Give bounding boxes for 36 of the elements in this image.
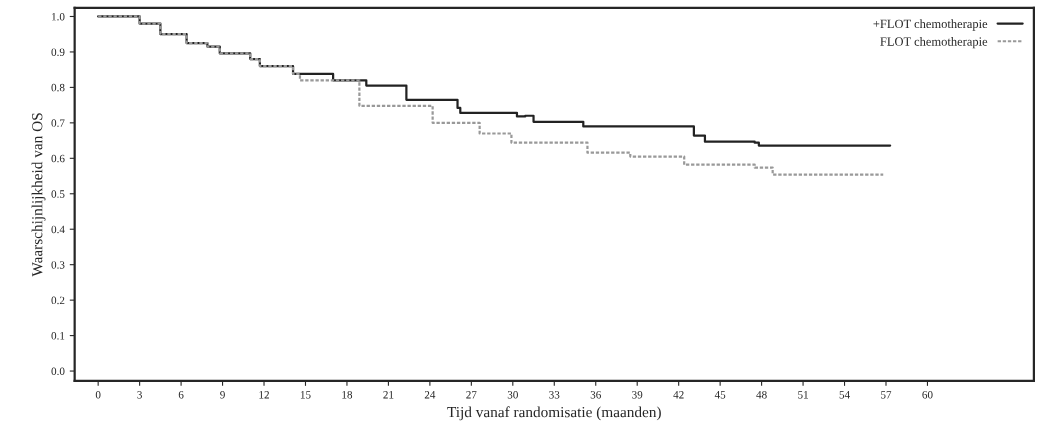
x-tick-label: 6: [178, 391, 184, 399]
x-tick-label: 33: [549, 391, 560, 399]
y-tick-label: 0.4: [51, 225, 65, 234]
x-tick-label: 39: [632, 391, 643, 399]
legend-label: FLOT chemotherapie: [880, 36, 988, 49]
x-tick-label: 51: [798, 391, 808, 399]
y-tick-label: 0.3: [51, 261, 65, 269]
x-tick-label: 45: [714, 391, 726, 399]
y-tick-label: 1.0: [52, 12, 65, 21]
x-tick-label: 0: [95, 391, 101, 399]
x-tick-label: 18: [342, 391, 353, 399]
y-tick-label: 0.5: [51, 190, 65, 198]
x-tick-label: 21: [383, 391, 394, 399]
x-tick-label: 42: [673, 391, 684, 399]
legend-label: +FLOT chemotherapie: [873, 19, 988, 31]
x-tick-label: 9: [220, 391, 225, 399]
y-tick-label: 0.0: [51, 367, 65, 376]
y-tick-label: 0.2: [51, 296, 65, 305]
x-tick-label: 24: [424, 391, 436, 399]
x-tick-label: 3: [137, 391, 142, 399]
x-tick-label: 54: [839, 391, 850, 399]
y-tick-label: 0.9: [51, 48, 65, 56]
x-tick-label: 15: [300, 391, 311, 399]
y-tick-label: 0.6: [51, 154, 65, 163]
x-axis-title: Tijd vanaf randomisatie (maanden): [447, 406, 661, 421]
y-axis-title: Waarschijnlijkheid van OS: [31, 113, 46, 277]
x-tick-label: 36: [590, 391, 601, 399]
y-tick-label: 0.7: [51, 119, 65, 127]
x-tick-label: 57: [881, 391, 892, 399]
y-tick-label: 0.8: [51, 83, 65, 92]
y-tick-label: 0.1: [51, 332, 65, 340]
x-tick-label: 27: [466, 391, 477, 399]
x-tick-label: 48: [756, 391, 767, 399]
x-tick-label: 30: [507, 391, 518, 399]
x-tick-label: 12: [259, 391, 269, 399]
x-tick-label: 60: [922, 391, 933, 399]
